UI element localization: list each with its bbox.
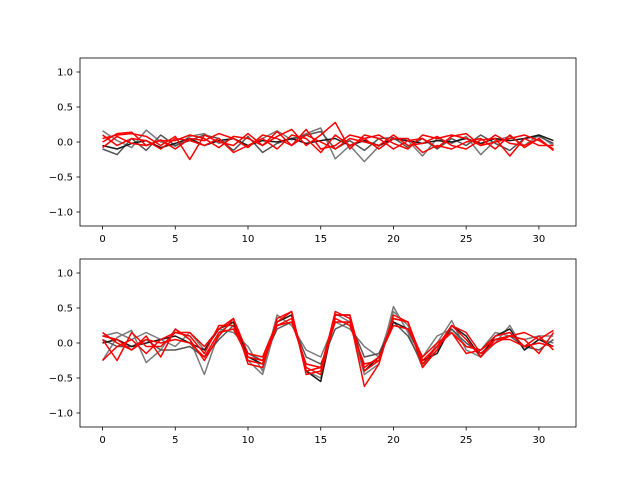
y-tick-label: −1.0 [49, 409, 73, 420]
series-line-7 [102, 321, 554, 369]
series-line-5 [102, 128, 554, 150]
x-tick-label: 25 [460, 435, 473, 446]
y-tick-label: −0.5 [49, 374, 73, 385]
x-tick-label: 20 [387, 435, 400, 446]
x-tick-label: 5 [172, 234, 178, 245]
y-tick-label: 0.5 [57, 103, 73, 114]
x-tick-label: 30 [533, 435, 546, 446]
x-tick-label: 20 [387, 234, 400, 245]
y-tick-label: −1.0 [49, 208, 73, 219]
x-tick-label: 25 [460, 234, 473, 245]
y-tick-label: 1.0 [57, 269, 73, 280]
subplot-top: 0 5 10 15 20 25 30 −1.0 −0.5 0.0 0.5 1.0 [49, 57, 577, 245]
series-line-6 [102, 134, 554, 154]
x-tick-label: 10 [242, 435, 255, 446]
subplot-bottom: 0 5 10 15 20 25 30 −1.0 −0.5 0.0 0.5 1.0 [49, 258, 577, 446]
x-tick-label: 30 [533, 234, 546, 245]
y-tick-label: 1.0 [57, 68, 73, 79]
x-tick-label: 0 [99, 435, 105, 446]
x-tick-label: 10 [242, 234, 255, 245]
y-tick-label: 0.0 [57, 339, 73, 350]
x-tick-label: 0 [99, 234, 105, 245]
series-line-4 [102, 131, 554, 157]
x-tick-label: 15 [314, 234, 327, 245]
y-tick-label: −0.5 [49, 173, 73, 184]
y-tick-label: 0.0 [57, 138, 73, 149]
y-tick-label: 0.5 [57, 304, 73, 315]
x-tick-label: 5 [172, 435, 178, 446]
x-tick-label: 15 [314, 435, 327, 446]
